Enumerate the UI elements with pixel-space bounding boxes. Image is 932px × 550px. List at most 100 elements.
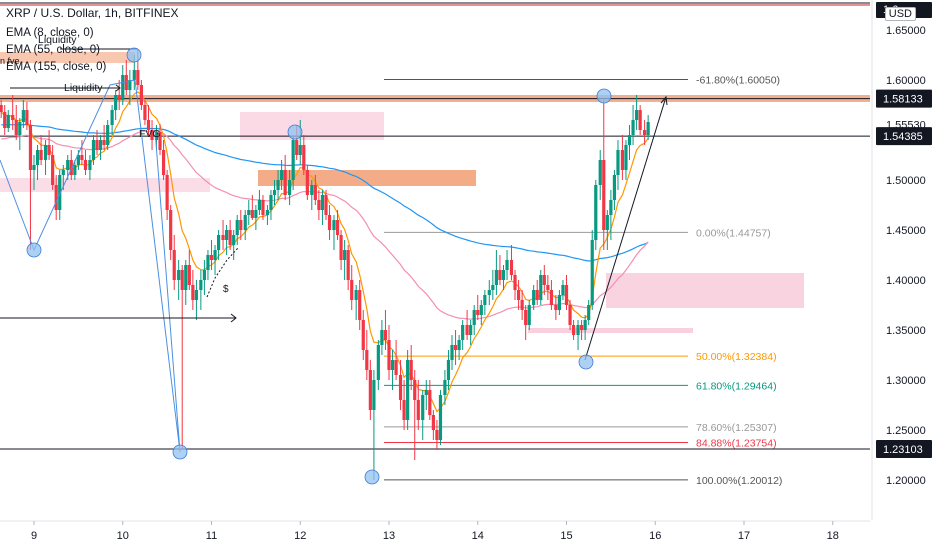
price-badge <box>876 127 932 146</box>
candle-body <box>609 200 613 215</box>
candle-body <box>265 210 270 215</box>
price-tick-label: 1.65000 <box>886 25 926 37</box>
candle-body <box>350 280 354 300</box>
candle-body <box>394 360 398 375</box>
candle-body <box>554 305 558 310</box>
candle-body <box>616 150 620 175</box>
zone-layer <box>0 52 870 333</box>
currency-button[interactable]: USD <box>884 7 916 21</box>
pivot-marker <box>26 242 42 258</box>
candle-body <box>472 310 476 325</box>
candle-body <box>313 185 317 200</box>
liquidity-label: Liquidity <box>38 34 77 46</box>
candle-body <box>605 215 609 230</box>
candle-body <box>372 380 376 410</box>
candle-body <box>139 85 143 105</box>
candle-body <box>3 112 7 128</box>
candle-body <box>172 250 176 280</box>
candle-body <box>612 175 617 200</box>
arrow-head <box>660 95 668 106</box>
ema-55-label[interactable]: EMA (55, close, 0) <box>6 44 100 56</box>
candle-body <box>276 180 280 190</box>
candle-body <box>161 150 166 175</box>
candle-body <box>469 325 473 335</box>
time-tick-label: 14 <box>472 530 484 542</box>
price-badge-label: 1.23103 <box>883 444 923 456</box>
candle-body <box>146 120 151 130</box>
candle-body <box>209 255 214 260</box>
candle-body <box>431 415 435 430</box>
candle-body <box>288 180 292 195</box>
candle-body <box>32 165 36 170</box>
candle-body <box>594 185 598 240</box>
candle-body <box>243 215 247 230</box>
candle-body <box>165 175 169 210</box>
candle-body <box>91 140 96 160</box>
candle-body <box>416 400 420 420</box>
candle-body <box>498 270 502 280</box>
candle-body <box>117 95 121 100</box>
candle-body <box>390 360 395 370</box>
candle-body <box>228 230 232 245</box>
candle-body <box>387 340 391 370</box>
price-tick-label: 1.20000 <box>886 475 926 487</box>
candle-body <box>402 400 406 420</box>
candle-body <box>291 140 295 180</box>
pink-zone <box>0 178 210 192</box>
candle-body <box>88 160 92 170</box>
fib-labels-layer: -61.80%(1.60050) 0.00%(1.44757) 50.00%(1.3… <box>696 75 782 487</box>
candle-body <box>568 305 572 325</box>
candle-body <box>346 250 350 280</box>
candle-body <box>398 375 403 400</box>
candle-body <box>339 235 343 260</box>
candle-body <box>561 285 565 295</box>
candle-body <box>487 290 491 295</box>
trend-line <box>584 96 667 361</box>
candle-body <box>232 235 236 245</box>
candle-body <box>280 170 284 180</box>
swing-lines <box>0 79 181 453</box>
ema-8-label[interactable]: EMA (8, close, 0) <box>6 27 94 39</box>
candle-body <box>47 145 51 155</box>
candle-body <box>327 215 332 230</box>
candle-body <box>302 145 306 170</box>
time-tick-label: 17 <box>738 530 750 542</box>
candle-body <box>450 345 454 360</box>
candle-body <box>520 300 524 310</box>
candle-body <box>128 80 132 90</box>
candle-body <box>254 210 258 218</box>
candle-body <box>114 95 118 110</box>
candle-body <box>332 220 336 230</box>
candle-body <box>491 285 495 290</box>
candle-body <box>324 195 328 215</box>
candle-body <box>465 325 469 335</box>
candle-body <box>95 140 99 150</box>
candle-body <box>295 140 299 155</box>
candle-body <box>572 325 576 335</box>
candle-body <box>110 110 114 125</box>
horizontal-lines-layer <box>0 2 870 481</box>
candle-body <box>69 160 73 175</box>
fib-label: 84.88%(1.23754) <box>696 437 777 449</box>
candle-body <box>180 270 184 290</box>
candle-body <box>564 285 569 305</box>
fvg-label: FVG <box>139 128 161 140</box>
candle-body <box>80 155 84 160</box>
candle-body <box>453 345 458 350</box>
ema-155-label[interactable]: EMA (155, close, 0) <box>6 61 107 73</box>
candle-body <box>579 325 584 330</box>
candle-body <box>11 115 15 120</box>
candle-body <box>354 290 358 300</box>
candle-body <box>184 265 188 290</box>
candle-body <box>58 175 62 210</box>
candle-body <box>549 290 554 305</box>
time-tick-label: 11 <box>206 530 217 542</box>
arrow-head <box>115 84 121 92</box>
candle-body <box>39 150 43 160</box>
candle-body <box>627 135 632 145</box>
candle-body <box>14 120 18 135</box>
time-tick-label: 18 <box>827 530 839 542</box>
candle-body <box>361 320 365 350</box>
